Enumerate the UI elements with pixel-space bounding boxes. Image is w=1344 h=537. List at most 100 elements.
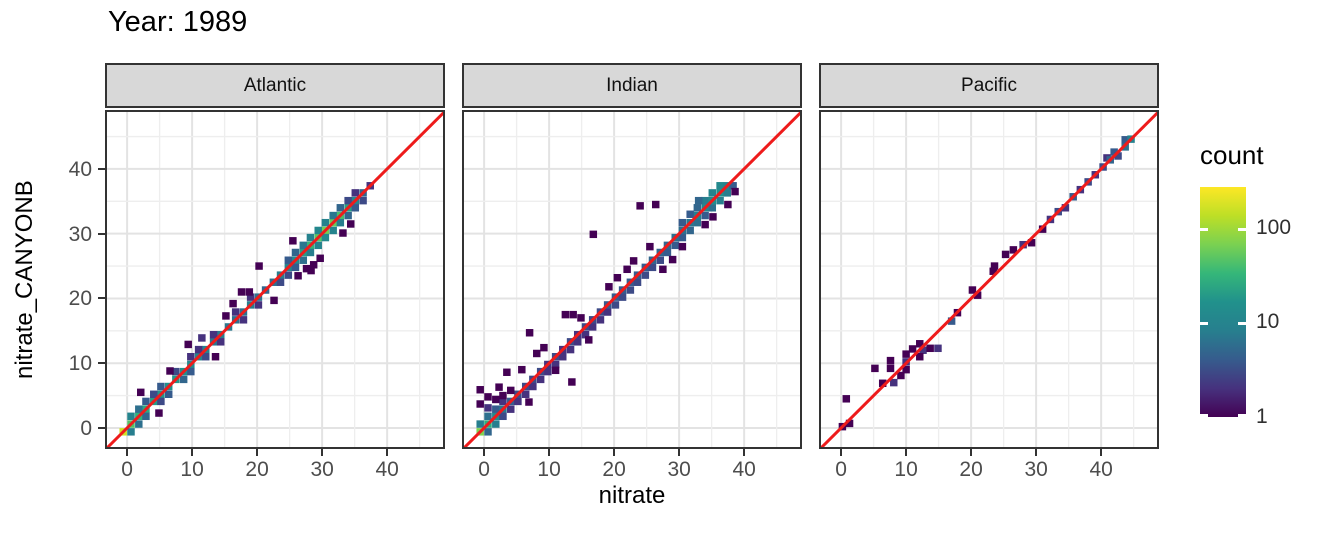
bin2d-cell xyxy=(276,278,285,286)
legend-tick-mark xyxy=(1238,322,1246,326)
bin2d-cell xyxy=(588,323,597,331)
legend-tick-label: 1 xyxy=(1256,405,1268,428)
bin2d-cell xyxy=(284,256,293,264)
bin2d-cell xyxy=(142,397,150,406)
bin2d-cell xyxy=(507,386,515,395)
bin2d-cell xyxy=(729,182,737,190)
legend-tick-mark xyxy=(1200,227,1208,231)
bin2d-cell xyxy=(871,364,879,373)
plot-title: Year: 1989 xyxy=(108,6,248,38)
bin2d-cell xyxy=(1009,246,1018,254)
bin2d-cell xyxy=(307,266,315,275)
bin2d-cell xyxy=(701,196,709,205)
legend-tick-mark xyxy=(1200,414,1208,417)
bin2d-cell xyxy=(731,187,739,196)
bin2d-cell xyxy=(336,204,345,212)
bin2d-cell xyxy=(344,196,352,205)
bin2d-cell xyxy=(886,364,895,373)
x-tick-mark xyxy=(321,449,324,456)
x-tick-label: 20 xyxy=(245,458,269,481)
bin2d-cell xyxy=(492,395,500,404)
bin2d-cell xyxy=(544,367,552,376)
legend-tick-mark xyxy=(1200,322,1208,326)
bin2d-cell xyxy=(476,386,484,394)
bin2d-cell xyxy=(299,256,308,264)
bin2d-cell xyxy=(351,204,360,212)
bin2d-cell xyxy=(284,271,293,279)
bin2d-cell xyxy=(890,378,898,387)
bin2d-cell xyxy=(551,360,560,369)
bin2d-cell xyxy=(902,365,910,374)
bin2d-cell xyxy=(646,242,654,251)
bin2d-cell xyxy=(179,375,188,384)
bin2d-cell xyxy=(724,200,732,209)
legend-tick-label: 100 xyxy=(1256,215,1292,239)
bin2d-cell xyxy=(916,340,924,348)
bin2d-cell xyxy=(306,248,315,257)
bin2d-cell xyxy=(708,204,717,212)
legend-title: count xyxy=(1200,140,1264,170)
bin2d-cell xyxy=(255,262,263,270)
bin2d-cell xyxy=(314,226,322,235)
bin2d-cell xyxy=(701,211,709,220)
legend-colorbar xyxy=(1200,187,1246,417)
bin2d-cell xyxy=(686,226,694,235)
bin2d-cell xyxy=(701,220,709,229)
bin2d-cell xyxy=(216,338,225,346)
bin2d-cell xyxy=(302,264,311,273)
x-tick-mark xyxy=(1035,449,1038,456)
x-tick-label: 20 xyxy=(959,458,983,481)
bin2d-cell xyxy=(291,248,300,257)
legend: count 100 10 1 xyxy=(1190,128,1344,448)
x-tick-mark xyxy=(256,449,259,456)
bin2d-cell xyxy=(611,301,620,309)
bin2d-cell xyxy=(346,220,355,228)
bin2d-cell xyxy=(525,398,533,406)
bin2d-cell xyxy=(656,256,665,264)
bin2d-cell xyxy=(495,383,503,391)
bin2d-cell xyxy=(581,330,590,339)
legend-tick-mark xyxy=(1238,414,1246,417)
bin2d-cell xyxy=(623,265,631,274)
bin2d-cell xyxy=(1001,250,1010,259)
bin2d-cell xyxy=(551,366,560,375)
bin2d-cell xyxy=(540,343,548,352)
x-tick-mark xyxy=(905,449,908,456)
bin2d-cell xyxy=(157,397,165,406)
bin2d-cell xyxy=(536,375,545,384)
bin2d-cell xyxy=(309,261,318,269)
facet-panel-pacific xyxy=(819,110,1159,449)
x-tick-mark xyxy=(678,449,681,456)
facet-panel-atlantic xyxy=(105,110,445,449)
x-tick-mark xyxy=(613,449,616,456)
x-tick-label: 40 xyxy=(375,458,399,481)
x-tick-label: 40 xyxy=(1089,458,1113,481)
bin2d-cell xyxy=(902,350,910,358)
y-tick-label: 40 xyxy=(68,157,92,181)
x-tick-label: 10 xyxy=(894,458,918,481)
x-tick-label: 0 xyxy=(835,458,847,481)
y-tick-mark xyxy=(98,362,105,365)
x-tick-mark xyxy=(840,449,843,456)
bin2d-cell xyxy=(1061,204,1070,212)
bin2d-cell xyxy=(294,272,302,280)
bin2d-cell xyxy=(321,233,330,242)
bin2d-cell xyxy=(973,291,982,299)
bin2d-cell xyxy=(127,428,135,436)
bin2d-cell xyxy=(229,299,237,308)
bin2d-cell xyxy=(291,263,300,272)
bin2d-cell xyxy=(137,388,145,397)
bin2d-cell xyxy=(476,420,484,428)
bin2d-cell xyxy=(289,237,297,245)
x-tick-label: 10 xyxy=(537,458,561,481)
facet-strip-atlantic: Atlantic xyxy=(105,63,445,108)
bin2d-cell xyxy=(648,263,657,272)
bin2d-cell xyxy=(878,379,887,387)
bin2d-cell xyxy=(926,344,934,353)
y-tick-label: 0 xyxy=(80,416,92,440)
bin2d-cell xyxy=(499,412,507,421)
bin2d-cell xyxy=(316,254,324,263)
bin2d-cell xyxy=(525,329,534,337)
bin2d-cell xyxy=(484,412,492,421)
